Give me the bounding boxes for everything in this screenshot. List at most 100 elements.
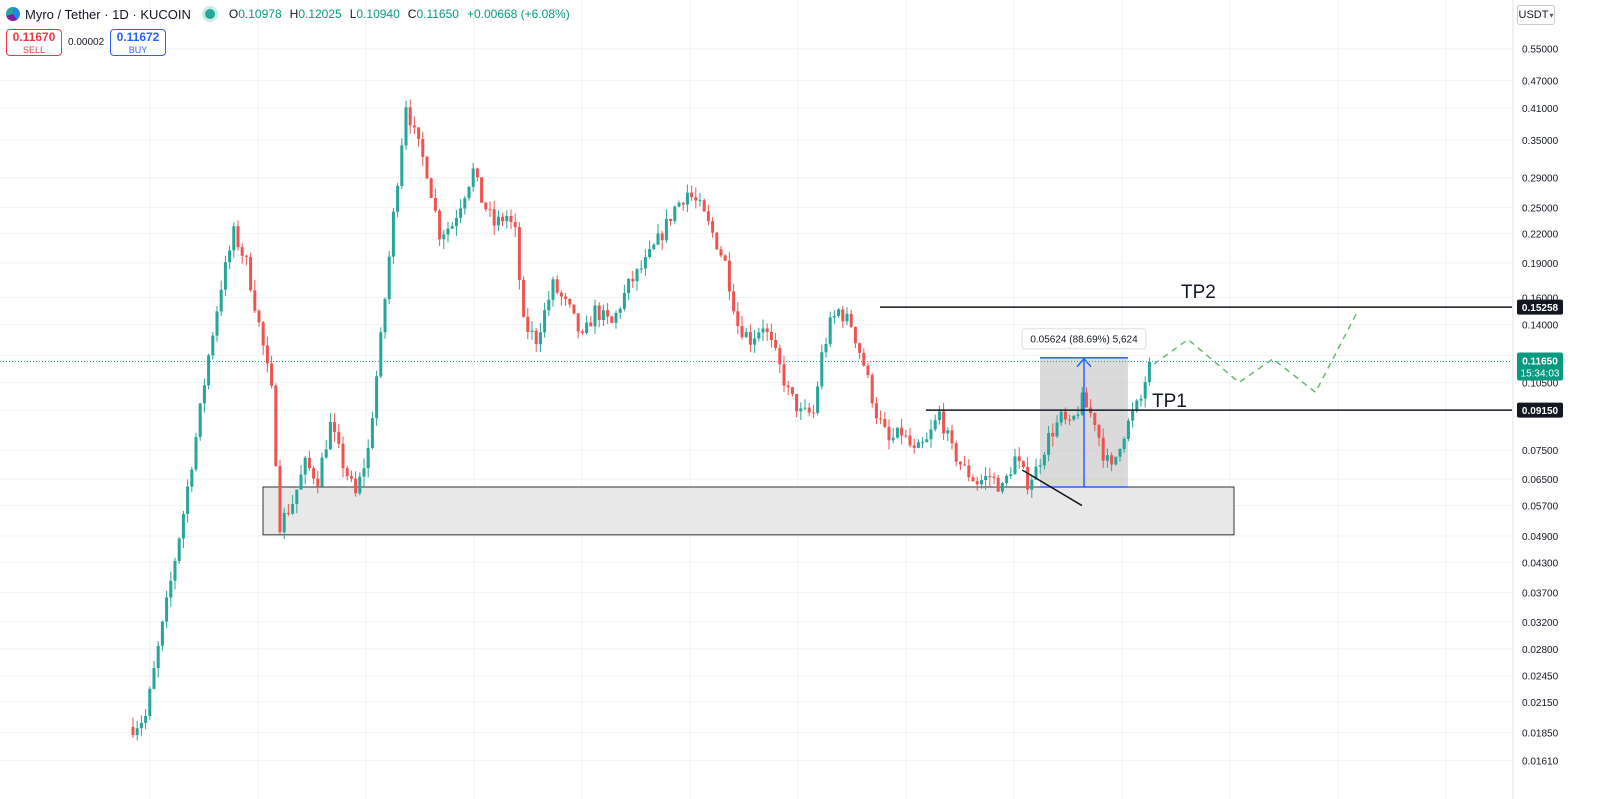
currency-selector[interactable]: USDT ▾ <box>1517 5 1555 25</box>
ohlc-low-key: L <box>349 7 357 21</box>
candle-body <box>240 247 244 256</box>
candle-body <box>727 260 731 292</box>
price-tick-label: 0.01850 <box>1522 728 1559 739</box>
candle-body <box>286 512 290 514</box>
candle-body <box>354 478 358 494</box>
candle-body <box>480 177 484 203</box>
candle-body <box>748 332 752 345</box>
candle-body <box>908 435 912 446</box>
candle-body <box>971 477 975 482</box>
candle-body <box>463 198 467 209</box>
candle-body <box>774 340 778 348</box>
chevron-down-icon: ▾ <box>1549 10 1554 20</box>
candle-body <box>362 468 366 477</box>
candle-body <box>853 326 857 344</box>
candle-body <box>874 403 878 419</box>
price-tick-label: 0.03200 <box>1522 618 1559 629</box>
candle-body <box>1047 432 1051 455</box>
candle-body <box>307 457 311 469</box>
candle-body <box>799 408 803 412</box>
myro-logo-icon <box>6 7 20 21</box>
candle-body <box>228 250 232 263</box>
candle-body <box>442 234 446 240</box>
candle-body <box>459 208 463 218</box>
zone-layer <box>262 357 1235 536</box>
price-tick-label: 0.25000 <box>1522 204 1559 215</box>
candle-body <box>795 394 799 412</box>
price-axis[interactable]: 0.55000 0.47000 0.41000 0.35000 0.29000 0.250… <box>1512 0 1563 799</box>
candle-body <box>1105 455 1109 461</box>
support-zone <box>262 486 1235 536</box>
candle-body <box>820 352 824 387</box>
candle-body <box>769 331 773 341</box>
candle-body <box>320 457 324 487</box>
candle-body <box>988 476 992 478</box>
candle-body <box>404 107 408 146</box>
ohlc-low-value: 0.10940 <box>356 7 400 21</box>
candle-body <box>396 185 400 212</box>
candle-body <box>450 226 454 229</box>
candle-body <box>555 279 559 293</box>
candle-body <box>929 429 933 440</box>
candle-body <box>967 465 971 478</box>
candle-body <box>614 312 618 323</box>
candle-body <box>887 426 891 441</box>
candle-body <box>677 202 681 207</box>
ohlc-open-value: 0.10978 <box>238 7 282 21</box>
candle-body <box>1068 419 1072 421</box>
candle-body <box>576 313 580 332</box>
candle-body <box>1101 437 1105 461</box>
candle-body <box>1009 474 1013 476</box>
candle-body <box>858 343 862 353</box>
tp1-price-tag: 0.09150 <box>1522 406 1559 417</box>
candle-body <box>1114 456 1118 465</box>
candle-body <box>711 221 715 233</box>
candle-body <box>1139 398 1143 401</box>
candle-body <box>937 411 941 421</box>
candle-body <box>942 411 946 434</box>
candle-body <box>845 313 849 322</box>
candle-body <box>211 335 215 356</box>
price-tick-label: 0.07500 <box>1522 446 1559 457</box>
measure-arrow-head <box>1076 357 1092 368</box>
buy-button[interactable]: 0.11672 BUY <box>110 29 166 56</box>
candle-body <box>139 722 143 729</box>
symbol-title[interactable]: Myro / Tether · 1D · KUCOIN <box>25 6 191 22</box>
candle-body <box>408 107 412 126</box>
candle-body <box>870 375 874 404</box>
candle-body <box>232 226 236 251</box>
candle-body <box>765 328 769 332</box>
buy-label: BUY <box>128 45 148 55</box>
candle-body <box>585 322 589 333</box>
candle-body <box>538 332 542 345</box>
candle-body <box>900 427 904 436</box>
candle-body <box>312 468 316 479</box>
price-tick-label: 0.10500 <box>1522 378 1559 389</box>
ohlc-high-value: 0.12025 <box>298 7 342 21</box>
candle-body <box>904 435 908 437</box>
price-tick-label: 0.14000 <box>1522 320 1559 331</box>
candle-body <box>740 326 744 338</box>
candle-body <box>278 466 282 533</box>
candle-body <box>421 138 425 157</box>
candle-body <box>719 249 723 256</box>
candle-body <box>412 125 416 128</box>
candle-body <box>156 645 160 669</box>
candle-body <box>425 156 429 179</box>
sell-button[interactable]: 0.11670 SELL <box>6 29 62 56</box>
candle-body <box>1135 400 1139 411</box>
candle-body <box>992 476 996 478</box>
candle-body <box>345 468 349 477</box>
candle-body <box>467 186 471 199</box>
candle-body <box>1110 455 1114 465</box>
candle-body <box>257 310 261 323</box>
price-tick-label: 0.06500 <box>1522 475 1559 486</box>
candle-body <box>543 310 547 333</box>
candle-body <box>996 477 1000 492</box>
price-tick-label: 0.41000 <box>1522 104 1559 115</box>
candle-body <box>274 385 278 467</box>
candle-body <box>383 299 387 333</box>
candle-body <box>685 192 689 205</box>
candle-body <box>723 255 727 261</box>
